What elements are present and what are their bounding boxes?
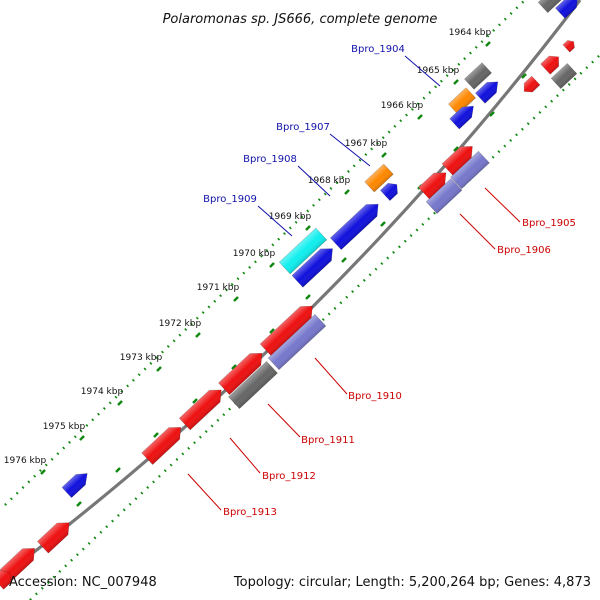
gene-blue-inner — [449, 105, 474, 130]
gene-purple-inner — [425, 178, 463, 214]
tick-mark — [305, 225, 311, 231]
tick-guides — [4, 0, 600, 600]
gene-red-inner — [418, 172, 447, 200]
tick-mark — [489, 111, 495, 117]
tick-mark — [269, 262, 275, 268]
gene-red-outer — [178, 389, 222, 431]
tick-label: 1966 kbp — [381, 101, 424, 111]
gene-blue-outer — [555, 0, 579, 19]
tick-mark — [269, 328, 275, 334]
gene-gray-inner — [550, 62, 578, 90]
tick-mark — [344, 189, 350, 195]
topology-summary: Topology: circular; Length: 5,200,264 bp… — [233, 575, 591, 590]
leader-line — [329, 133, 371, 167]
gene-label: Bpro_1912 — [262, 471, 316, 482]
tick-mark — [40, 469, 46, 475]
gene-label: Bpro_1906 — [497, 245, 551, 256]
inner-dotted-guide — [29, 54, 600, 600]
tick-label: 1967 kbp — [345, 139, 388, 149]
tick-label: 1964 kbp — [449, 28, 492, 38]
gene-blue-inner — [475, 81, 499, 104]
map-title: Polaromonas sp. JS666, complete genome — [163, 12, 438, 27]
tick-mark — [521, 73, 527, 79]
tick-mark — [156, 366, 162, 372]
gene-label: Bpro_1910 — [348, 391, 402, 402]
gene-label: Bpro_1905 — [522, 218, 576, 229]
gene-bpro-1910 — [267, 313, 327, 371]
gene-label: Bpro_1907 — [276, 122, 330, 133]
tick-label: 1969 kbp — [269, 212, 312, 222]
gene-gray-outer — [464, 62, 492, 90]
tick-mark — [153, 432, 159, 438]
tick-mark — [453, 79, 459, 85]
gene-bpro-1908 — [379, 182, 398, 201]
gene-label: Bpro_1908 — [243, 154, 297, 165]
tick-label: 1965 kbp — [417, 66, 460, 76]
gene-label: Bpro_1909 — [203, 194, 257, 205]
leader-line — [187, 473, 222, 511]
tick-label: 1974 kbp — [81, 387, 124, 397]
tick-label: 1968 kbp — [308, 176, 351, 186]
tick-mark — [381, 152, 387, 158]
tick-label: 1973 kbp — [120, 353, 163, 363]
leader-line — [314, 357, 348, 395]
gene-red-inner — [523, 75, 541, 93]
gene-red-inner — [540, 55, 560, 75]
gene-bpro-1905 — [441, 146, 473, 176]
tick-label: 1976 kbp — [4, 456, 47, 466]
tick-mark — [341, 257, 347, 263]
tick-mark — [231, 364, 237, 370]
gene-label: Bpro_1911 — [301, 435, 355, 446]
tick-labels: 1964 kbp 1965 kbp 1966 kbp 1967 kbp 1968 kbp… — [4, 28, 492, 466]
tick-mark — [192, 398, 198, 404]
accession-label: Accession: NC_007948 — [9, 575, 157, 590]
leader-line — [484, 187, 521, 223]
tick-mark — [305, 294, 311, 300]
leader-line — [459, 213, 496, 250]
tick-mark — [417, 114, 423, 120]
tick-mark — [195, 332, 201, 338]
gene-red-outer — [259, 305, 313, 357]
gene-bpro-1911 — [228, 360, 278, 410]
tick-label: 1972 kbp — [159, 319, 202, 329]
gene-labels: Bpro_1904 Bpro_1907 Bpro_1908 Bpro_1909 Bpro… — [203, 44, 576, 518]
tick-mark — [233, 296, 239, 302]
leader-line — [229, 437, 261, 474]
leader-lines — [187, 55, 521, 511]
gene-blue-outer — [61, 473, 88, 499]
tick-mark — [453, 146, 459, 152]
tick-marks — [40, 41, 527, 507]
gene-red-outer — [141, 427, 182, 465]
tick-mark — [79, 435, 85, 441]
gene-bpro-1909 — [278, 227, 328, 275]
gene-blue-outer — [329, 203, 379, 251]
gene-label: Bpro_1904 — [351, 44, 405, 55]
gene-red-outer — [0, 570, 12, 590]
tick-mark — [117, 400, 123, 406]
leader-line — [404, 55, 441, 87]
tick-mark — [76, 501, 82, 507]
leader-line — [267, 403, 301, 438]
tick-mark — [380, 221, 386, 227]
tick-label: 1971 kbp — [197, 283, 240, 293]
tick-mark — [485, 41, 491, 47]
tick-mark — [115, 467, 121, 473]
gene-label: Bpro_1913 — [223, 507, 277, 518]
leader-line — [257, 205, 293, 237]
gene-gray-outer — [537, 0, 565, 14]
gene-bpro-1904 — [448, 87, 476, 115]
gene-bpro-1907 — [364, 163, 394, 193]
tick-label: 1970 kbp — [233, 249, 276, 259]
gene-red-outer — [218, 352, 263, 396]
gene-red-outer — [36, 522, 70, 554]
gene-blue-outer — [291, 248, 333, 288]
tick-label: 1975 kbp — [43, 422, 86, 432]
gene-red-inner — [562, 39, 575, 53]
genes — [0, 0, 579, 590]
gene-bpro-1906 — [450, 150, 490, 190]
leader-line — [297, 165, 331, 197]
